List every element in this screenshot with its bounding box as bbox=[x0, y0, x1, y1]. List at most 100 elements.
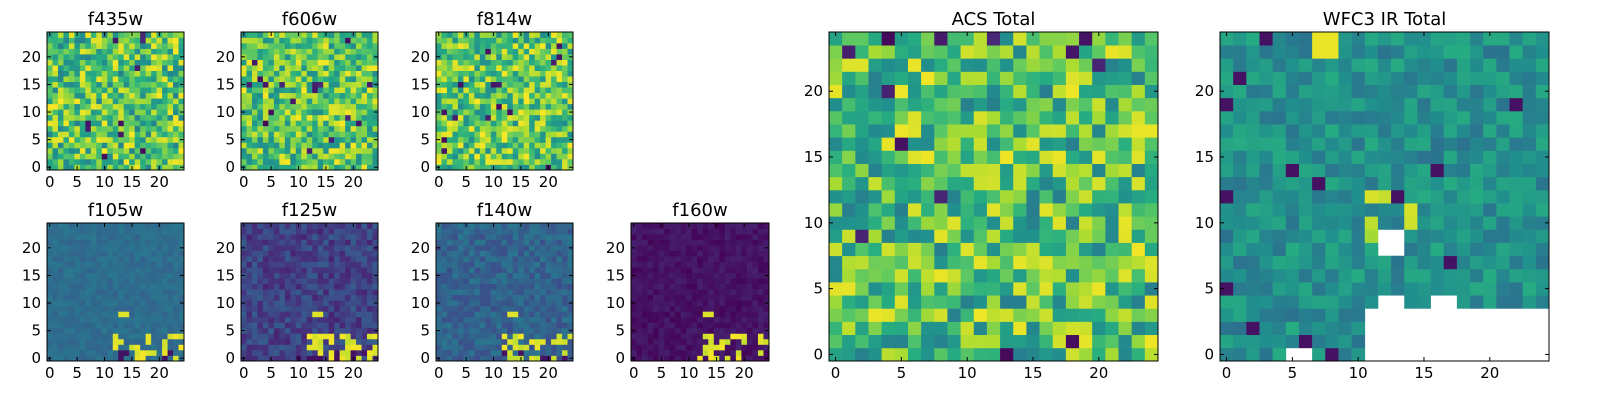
heatmap-cell bbox=[290, 272, 297, 279]
heatmap-cell bbox=[167, 338, 174, 345]
heatmap-cell bbox=[529, 322, 535, 329]
heatmap-cell bbox=[894, 203, 909, 217]
heatmap-cell bbox=[507, 164, 514, 171]
heatmap-cell bbox=[334, 278, 340, 285]
heatmap-cell bbox=[556, 125, 563, 132]
heatmap-cell bbox=[436, 76, 442, 83]
heatmap-cell bbox=[129, 311, 136, 318]
heatmap-cell bbox=[457, 294, 464, 301]
heatmap-cell bbox=[1144, 321, 1159, 336]
heatmap-cell bbox=[251, 250, 258, 257]
heatmap-cell bbox=[112, 147, 119, 154]
heatmap-cell bbox=[752, 344, 759, 351]
heatmap-cell bbox=[334, 228, 340, 235]
heatmap-cell bbox=[691, 267, 698, 274]
heatmap-cell bbox=[145, 283, 152, 290]
heatmap-cell bbox=[279, 311, 286, 318]
heatmap-cell bbox=[279, 131, 286, 138]
heatmap-cell bbox=[664, 256, 670, 262]
heatmap-cell bbox=[57, 32, 64, 38]
heatmap-cell bbox=[57, 250, 64, 257]
heatmap-cell bbox=[301, 142, 308, 149]
heatmap-cell bbox=[312, 300, 319, 307]
heatmap-cell bbox=[551, 87, 557, 94]
heatmap-cell bbox=[1052, 308, 1067, 322]
heatmap-cell bbox=[323, 250, 330, 257]
heatmap-cell bbox=[273, 98, 280, 105]
heatmap-cell bbox=[328, 239, 335, 246]
heatmap-cell bbox=[675, 333, 682, 340]
heatmap-cell bbox=[317, 294, 324, 301]
heatmap-cell bbox=[523, 164, 530, 171]
heatmap-cell bbox=[636, 256, 643, 262]
heatmap-cell bbox=[523, 294, 530, 301]
heatmap-cell bbox=[107, 164, 114, 171]
heatmap-cell bbox=[636, 344, 643, 351]
heatmap-cell bbox=[1079, 308, 1093, 322]
heatmap-cell bbox=[107, 311, 114, 318]
heatmap-cell bbox=[921, 150, 935, 164]
heatmap-cell bbox=[145, 278, 152, 285]
heatmap-cell bbox=[156, 294, 163, 301]
heatmap-cell bbox=[485, 245, 492, 251]
heatmap-cell bbox=[1013, 163, 1027, 178]
heatmap-cell bbox=[479, 32, 486, 38]
heatmap-cell bbox=[328, 142, 335, 149]
heatmap-cell bbox=[290, 300, 297, 307]
heatmap-cell bbox=[372, 305, 379, 312]
heatmap-cell bbox=[479, 54, 486, 60]
heatmap-cell bbox=[328, 316, 335, 323]
heatmap-cell bbox=[162, 54, 168, 60]
heatmap-cell bbox=[534, 250, 541, 257]
heatmap-cell bbox=[241, 48, 247, 55]
heatmap-cell bbox=[713, 250, 720, 257]
heatmap-cell bbox=[339, 131, 346, 138]
heatmap-cell bbox=[441, 327, 448, 334]
heatmap-cell bbox=[350, 333, 357, 340]
heatmap-cell bbox=[350, 125, 357, 132]
heatmap-cell bbox=[167, 70, 174, 77]
heatmap-cell bbox=[691, 250, 698, 257]
heatmap-cell bbox=[468, 294, 475, 301]
heatmap-cell bbox=[567, 125, 574, 132]
heatmap-cell bbox=[123, 92, 130, 99]
heatmap-cell bbox=[372, 239, 379, 246]
heatmap-cell bbox=[642, 283, 648, 290]
heatmap-cell bbox=[702, 338, 709, 345]
heatmap-cell bbox=[178, 311, 185, 318]
heatmap-cell bbox=[312, 278, 319, 285]
heatmap-cell bbox=[290, 125, 297, 132]
heatmap-cell bbox=[441, 59, 448, 66]
heatmap-cell bbox=[361, 300, 368, 307]
heatmap-cell bbox=[545, 272, 552, 279]
heatmap-cell bbox=[1013, 282, 1027, 296]
heatmap-cell bbox=[334, 76, 340, 83]
heatmap-cell bbox=[562, 158, 568, 165]
heatmap-cell bbox=[463, 338, 470, 345]
heatmap-cell bbox=[894, 163, 909, 178]
heatmap-cell bbox=[268, 349, 275, 356]
heatmap-cell bbox=[463, 327, 470, 334]
heatmap-cell bbox=[372, 316, 379, 323]
heatmap-cell bbox=[284, 349, 291, 356]
heatmap-cell bbox=[367, 158, 373, 165]
heatmap-cell bbox=[156, 114, 163, 121]
heatmap-cell bbox=[490, 333, 497, 340]
heatmap-cell bbox=[724, 338, 731, 345]
heatmap-cell bbox=[339, 234, 346, 240]
heatmap-cell bbox=[118, 43, 125, 49]
heatmap-cell bbox=[474, 87, 481, 94]
heatmap-cell bbox=[118, 81, 125, 88]
heatmap-cell bbox=[96, 289, 103, 296]
heatmap-cell bbox=[534, 43, 541, 49]
heatmap-cell bbox=[241, 250, 247, 257]
heatmap-cell bbox=[79, 338, 86, 345]
heatmap-cell bbox=[328, 272, 335, 279]
heatmap-cell bbox=[735, 311, 742, 318]
heatmap-cell bbox=[512, 142, 519, 149]
heatmap-cell bbox=[257, 338, 264, 345]
heatmap-cell bbox=[367, 322, 373, 329]
heatmap-cell bbox=[74, 294, 81, 301]
heatmap-cell bbox=[540, 250, 546, 257]
